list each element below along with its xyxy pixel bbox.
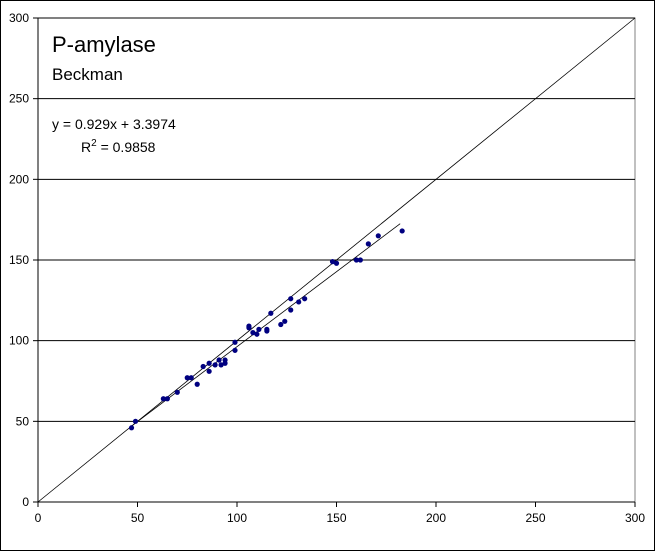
data-point bbox=[232, 347, 238, 353]
y-tick-label: 250 bbox=[9, 92, 29, 106]
data-point bbox=[160, 396, 166, 402]
r-squared-label: R2 = 0.9858 bbox=[81, 138, 156, 155]
x-tick-label: 0 bbox=[35, 511, 42, 525]
data-point bbox=[278, 321, 284, 328]
data-point bbox=[212, 362, 218, 368]
data-point bbox=[264, 328, 270, 334]
data-point bbox=[206, 360, 212, 366]
x-tick-label: 50 bbox=[131, 511, 145, 525]
data-point bbox=[128, 425, 135, 431]
data-point bbox=[357, 257, 363, 263]
data-point bbox=[188, 375, 194, 381]
data-point bbox=[246, 325, 252, 331]
data-point bbox=[375, 233, 381, 239]
x-tick-label: 100 bbox=[227, 511, 247, 525]
chart-title: P-amylase bbox=[52, 32, 156, 57]
data-point bbox=[333, 260, 340, 266]
y-tick-label: 200 bbox=[9, 172, 29, 186]
x-tick-label: 300 bbox=[625, 511, 645, 525]
data-point bbox=[164, 396, 170, 402]
data-point bbox=[302, 296, 308, 302]
data-point bbox=[184, 375, 190, 381]
data-points bbox=[128, 228, 405, 431]
r-squared-sup: 2 bbox=[91, 138, 97, 149]
r-squared-r: R bbox=[81, 139, 91, 155]
data-point bbox=[282, 318, 288, 324]
data-point bbox=[353, 257, 359, 263]
chart-subtitle: Beckman bbox=[52, 65, 123, 84]
data-point bbox=[232, 339, 238, 345]
data-point bbox=[254, 331, 260, 337]
data-point bbox=[200, 363, 206, 370]
y-tick-label: 100 bbox=[9, 334, 29, 348]
y-tick-label: 50 bbox=[16, 414, 30, 428]
y-tick-label: 0 bbox=[22, 495, 29, 509]
data-point bbox=[222, 357, 228, 363]
data-point bbox=[268, 310, 274, 316]
y-tick-label: 150 bbox=[9, 253, 29, 267]
y-axis-ticks: 0 50 100 150 200 250 300 bbox=[9, 11, 38, 509]
data-point bbox=[250, 330, 256, 336]
data-point bbox=[288, 296, 294, 302]
data-point bbox=[194, 381, 200, 387]
data-point bbox=[296, 299, 302, 305]
y-tick-label: 300 bbox=[9, 11, 29, 25]
x-tick-label: 250 bbox=[525, 511, 545, 525]
r-squared-value: = 0.9858 bbox=[97, 139, 156, 155]
data-point bbox=[216, 357, 222, 363]
data-point bbox=[174, 389, 180, 395]
trendline-equation: y = 0.929x + 3.3974 bbox=[52, 116, 176, 132]
x-tick-label: 200 bbox=[426, 511, 446, 525]
x-axis-ticks: 0 50 100 150 200 250 300 bbox=[35, 502, 645, 525]
data-point bbox=[218, 362, 224, 368]
data-point bbox=[132, 418, 139, 424]
data-point bbox=[206, 368, 212, 374]
data-point bbox=[256, 326, 262, 332]
data-point bbox=[399, 228, 405, 234]
data-point bbox=[365, 241, 371, 247]
data-point bbox=[329, 259, 336, 265]
data-point bbox=[288, 307, 294, 313]
x-tick-label: 150 bbox=[326, 511, 346, 525]
